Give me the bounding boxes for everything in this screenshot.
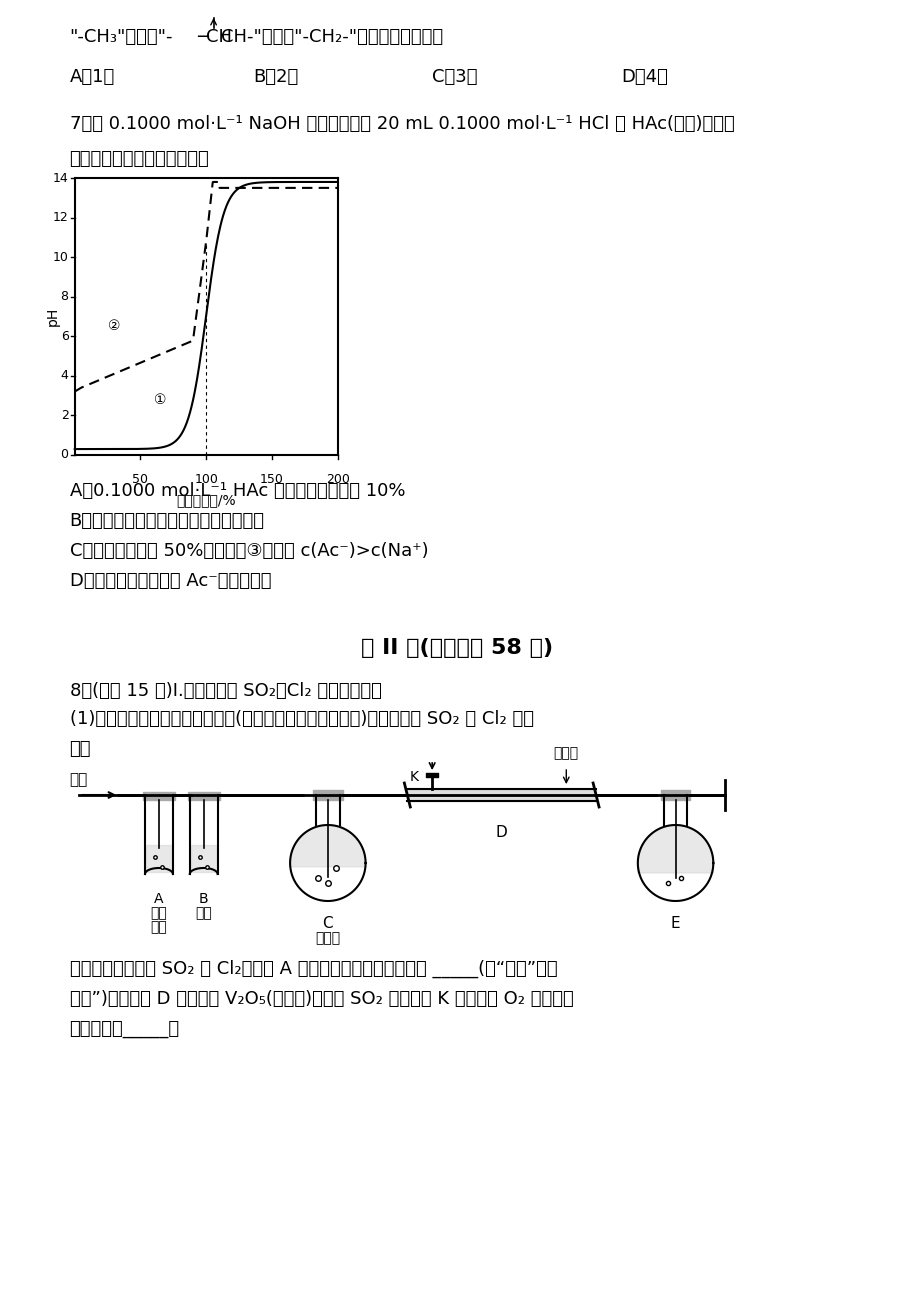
Text: C: C: [323, 917, 333, 931]
Text: E: E: [670, 917, 680, 931]
Text: 品红: 品红: [151, 906, 167, 921]
Text: 100: 100: [194, 473, 218, 486]
Text: 0: 0: [61, 448, 69, 461]
Text: 14: 14: [52, 172, 69, 185]
Text: 浓硫酸: 浓硫酸: [315, 931, 340, 945]
Text: 8．(本题 15 分)I.以下是有关 SO₂、Cl₂ 的性质实验。: 8．(本题 15 分)I.以下是有关 SO₂、Cl₂ 的性质实验。: [70, 682, 381, 700]
Text: 2: 2: [61, 409, 69, 422]
Text: 碘水: 碘水: [195, 906, 211, 921]
Text: pH: pH: [46, 307, 60, 326]
Polygon shape: [289, 825, 365, 867]
Text: (1)某小组设计如图所示的装置图(图中夹持和加热装置略去)，分别研究 SO₂ 和 Cl₂ 的性: (1)某小组设计如图所示的装置图(图中夹持和加热装置略去)，分别研究 SO₂ 和…: [70, 710, 533, 728]
Text: B．2种: B．2种: [253, 68, 299, 86]
Text: 50: 50: [132, 473, 148, 486]
Text: 6: 6: [61, 329, 69, 342]
Text: K: K: [409, 769, 418, 784]
Text: 12: 12: [52, 211, 69, 224]
Text: D．4种: D．4种: [620, 68, 667, 86]
Text: 滴定百分数/%: 滴定百分数/%: [176, 493, 235, 506]
Text: ②: ②: [108, 319, 120, 333]
Text: D: D: [495, 825, 507, 840]
Polygon shape: [637, 825, 712, 874]
Text: 玻璃棉: 玻璃棉: [553, 746, 578, 760]
Text: CH: CH: [206, 29, 232, 46]
Text: CH-"、两个"-CH₂-"，它可能的结构有: CH-"、两个"-CH₂-"，它可能的结构有: [221, 29, 442, 46]
Text: 第 II 卷(非选择题 58 分): 第 II 卷(非选择题 58 分): [360, 638, 552, 658]
Text: 溶液: 溶液: [151, 921, 167, 934]
Text: A．1种: A．1种: [70, 68, 115, 86]
Text: 8: 8: [61, 290, 69, 303]
Text: D．图像的变化证实了 Ac⁻的碱性很强: D．图像的变化证实了 Ac⁻的碱性很强: [70, 572, 271, 590]
Text: 相同”)；若装置 D 中装的是 V₂O₅(如化剂)，通入 SO₂ 时，打开 K 通入适量 O₂ 的化学反: 相同”)；若装置 D 中装的是 V₂O₅(如化剂)，通入 SO₂ 时，打开 K …: [70, 990, 573, 1008]
Text: ①: ①: [153, 393, 166, 406]
Text: 4: 4: [61, 370, 69, 383]
Text: 质。: 质。: [70, 740, 91, 758]
Text: B．两个滴定过程均可用甲基橙做指示剂: B．两个滴定过程均可用甲基橙做指示剂: [70, 512, 265, 530]
Text: 应方程式为_____。: 应方程式为_____。: [70, 1019, 179, 1038]
Text: 气体: 气体: [70, 772, 87, 786]
Text: "-CH₃"、一个"-: "-CH₃"、一个"-: [70, 29, 173, 46]
Text: 200: 200: [325, 473, 349, 486]
Text: −: −: [195, 29, 210, 46]
Text: A．0.1000 mol·L⁻¹ HAc 的电离百分数约为 10%: A．0.1000 mol·L⁻¹ HAc 的电离百分数约为 10%: [70, 482, 404, 500]
Text: 曲线如图。下列说法正确的是: 曲线如图。下列说法正确的是: [70, 150, 209, 168]
Text: 150: 150: [260, 473, 284, 486]
Text: C．滴定百分数为 50%时，曲线③溶液中 c(Ac⁻)>c(Na⁺): C．滴定百分数为 50%时，曲线③溶液中 c(Ac⁻)>c(Na⁺): [70, 542, 427, 560]
Text: 10: 10: [52, 251, 69, 263]
Text: A: A: [154, 892, 164, 906]
Text: 若从左端分别通入 SO₂ 和 Cl₂，装置 A 中观察到的现象是否相同？ _____(填“相同”或不: 若从左端分别通入 SO₂ 和 Cl₂，装置 A 中观察到的现象是否相同？ ___…: [70, 960, 557, 978]
Text: C．3种: C．3种: [432, 68, 477, 86]
Text: 7．用 0.1000 mol·L⁻¹ NaOH 溶液分别滴定 20 mL 0.1000 mol·L⁻¹ HCl 和 HAc(醒酸)的滴定: 7．用 0.1000 mol·L⁻¹ NaOH 溶液分别滴定 20 mL 0.1…: [70, 115, 733, 133]
Text: B: B: [199, 892, 209, 906]
